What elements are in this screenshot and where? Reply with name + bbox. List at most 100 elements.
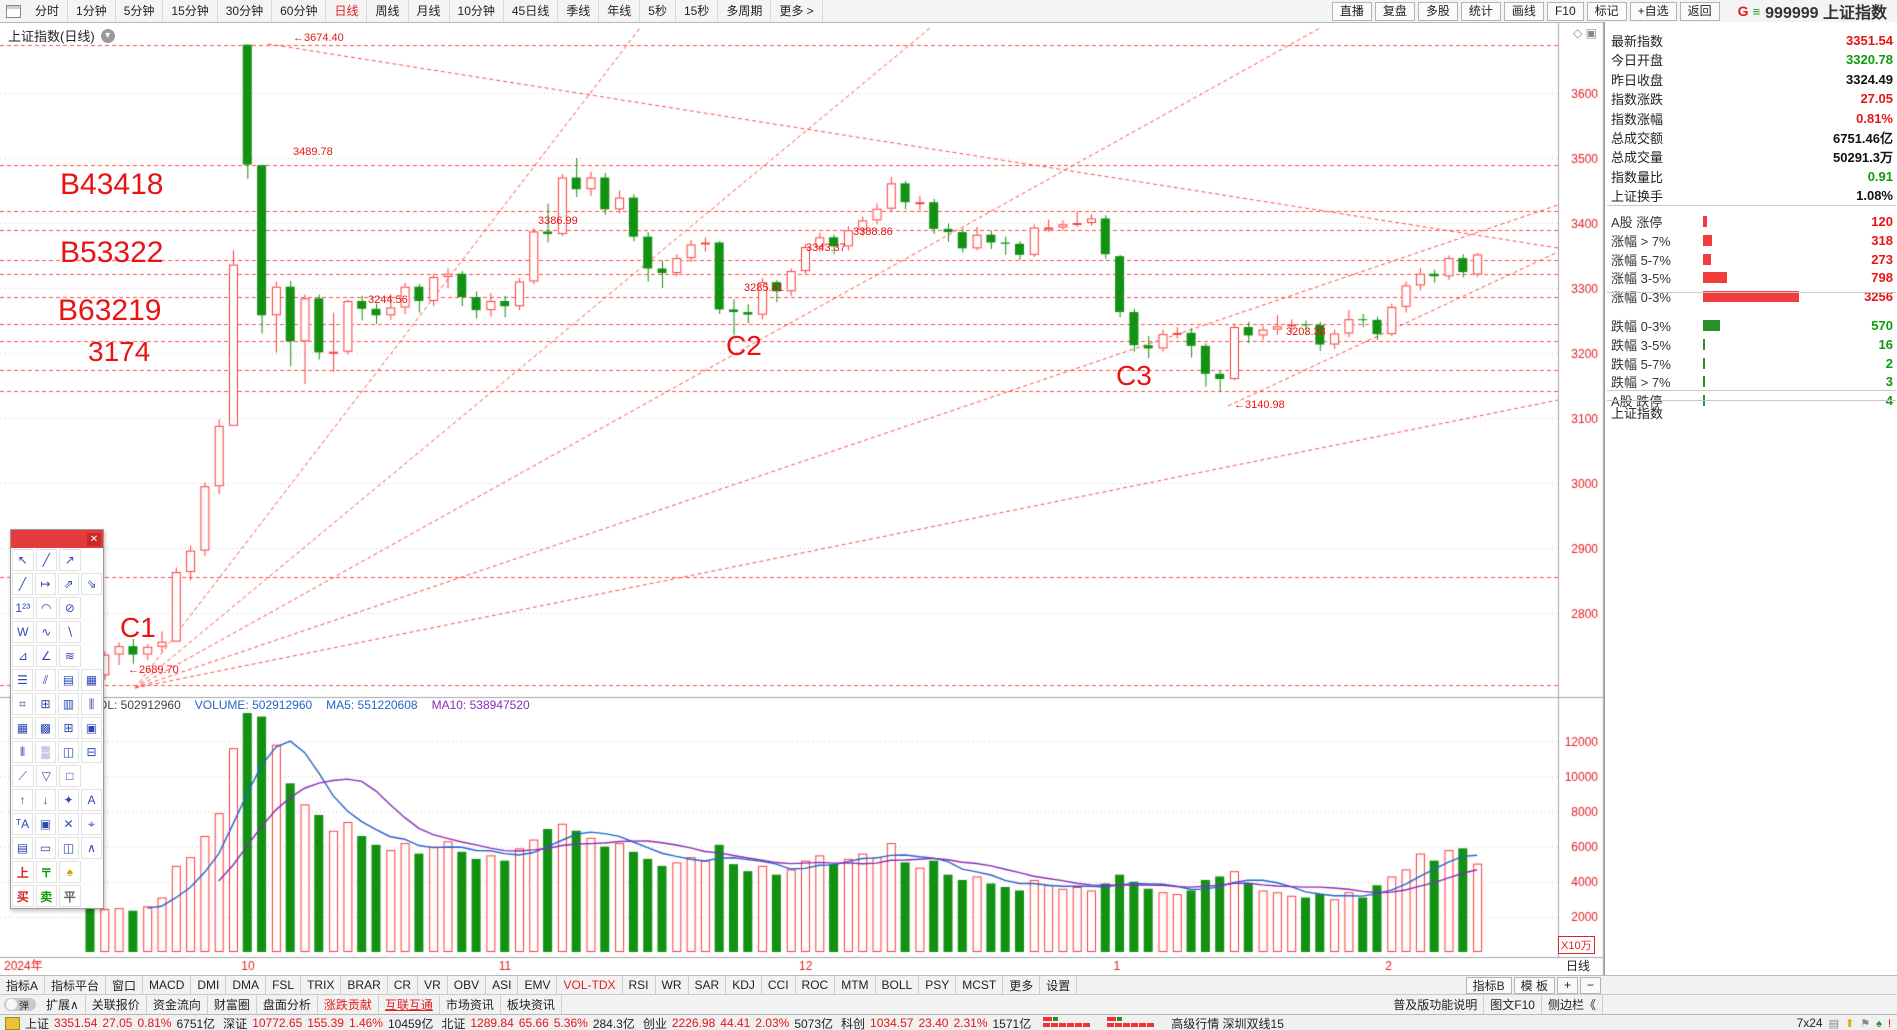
draw-tool-icon-♠[interactable]: ♠ — [59, 861, 81, 883]
draw-tool-icon-11-1[interactable]: ▣ — [35, 813, 56, 835]
indicator-tab-MCST[interactable]: MCST — [956, 976, 1004, 994]
period-tab-多周期[interactable]: 多周期 — [718, 0, 772, 22]
topbar-button-统计[interactable]: 统计 — [1460, 1, 1501, 21]
indicator-tab-BRAR[interactable]: BRAR — [341, 976, 388, 994]
draw-tool-icon-7-0[interactable]: ▦ — [12, 717, 33, 739]
status-right-icon-4[interactable]: ! — [1887, 1018, 1891, 1030]
draw-tool-icon-5-3[interactable]: ▦ — [81, 669, 102, 691]
period-tab-5分钟[interactable]: 5分钟 — [116, 0, 164, 22]
indicator-tab-CCI[interactable]: CCI — [762, 976, 796, 994]
draw-tool-icon-1-2[interactable]: ⇗ — [58, 573, 79, 595]
indicator-tab-BOLL[interactable]: BOLL — [876, 976, 920, 994]
subbar-tab-板块资讯[interactable]: 板块资讯 — [501, 995, 562, 1014]
draw-tool-icon-2-0[interactable]: 1²³ — [12, 597, 34, 619]
draw-tool-icon-5-2[interactable]: ▤ — [58, 669, 79, 691]
period-tab-年线[interactable]: 年线 — [599, 0, 641, 22]
subbar-tab-涨跌贡献[interactable]: 涨跌贡献 — [318, 995, 379, 1014]
draw-tool-icon-6-0[interactable]: ⌗ — [12, 693, 33, 715]
draw-tool-icon-10-2[interactable]: ✦ — [58, 789, 79, 811]
status-right-icon-0[interactable]: ▤ — [1828, 1018, 1839, 1030]
indicator-tab-RSI[interactable]: RSI — [623, 976, 656, 994]
draw-tool-icon-10-3[interactable]: A — [81, 789, 102, 811]
draw-tool-icon-3-0[interactable]: W — [12, 621, 34, 643]
indicator-tab-设置[interactable]: 设置 — [1040, 976, 1078, 994]
indicator-tab-VOL-TDX[interactable]: VOL-TDX — [557, 976, 623, 994]
status-index-北证[interactable]: 北证 1289.84 65.66 5.36% 284.3亿 — [441, 1016, 635, 1030]
subbar-right-图文F10[interactable]: 图文F10 — [1484, 995, 1542, 1014]
draw-tool-icon-9-1[interactable]: ▽ — [35, 765, 57, 787]
window-icon[interactable] — [6, 4, 21, 18]
subbar-tab-盘面分析[interactable]: 盘面分析 — [257, 995, 318, 1014]
topbar-button-复盘[interactable]: 复盘 — [1374, 1, 1415, 21]
status-index-深证[interactable]: 深证 10772.65 155.39 1.46% 10459亿 — [223, 1016, 434, 1030]
draw-tool-icon-2-2[interactable]: ⊘ — [59, 597, 81, 619]
indicator-tab-PSY[interactable]: PSY — [919, 976, 957, 994]
draw-tool-icon-0-1[interactable]: ╱ — [35, 549, 57, 571]
hamburger-icon[interactable]: ≡ — [1752, 3, 1761, 19]
indicator-group-指标平台[interactable]: 指标平台 — [45, 976, 107, 994]
draw-tool-icon-11-0[interactable]: ᵀA — [12, 813, 33, 835]
indicator-group-指标A[interactable]: 指标A — [0, 976, 46, 994]
subbar-tab-财富圈[interactable]: 财富圈 — [208, 995, 257, 1014]
subbar-right-侧边栏《[interactable]: 侧边栏《 — [1542, 995, 1603, 1014]
draw-tool-icon-10-0[interactable]: ↑ — [12, 789, 33, 811]
subbar-tab-资金流向[interactable]: 资金流向 — [147, 995, 208, 1014]
period-tab-60分钟[interactable]: 60分钟 — [272, 0, 327, 22]
indicator-tab-TRIX[interactable]: TRIX — [301, 976, 342, 994]
draw-tool-icon-4-0[interactable]: ⊿ — [12, 645, 34, 667]
indicator-tab-DMI[interactable]: DMI — [191, 976, 227, 994]
draw-tool-icon-9-0[interactable]: ⟋ — [12, 765, 34, 787]
draw-tool-icon-8-2[interactable]: ◫ — [58, 741, 79, 763]
draw-tool-icon-5-0[interactable]: ☰ — [12, 669, 33, 691]
period-tab-10分钟[interactable]: 10分钟 — [450, 0, 504, 22]
draw-tool-icon-0-0[interactable]: ↖ — [12, 549, 34, 571]
period-tab-季线[interactable]: 季线 — [558, 0, 600, 22]
indicator-tab-更多[interactable]: 更多 — [1003, 976, 1041, 994]
drawing-toolbar-header[interactable]: ✕ — [11, 530, 103, 548]
indicator-tab-MTM[interactable]: MTM — [835, 976, 876, 994]
draw-tool-icon-9-2[interactable]: □ — [59, 765, 81, 787]
period-tab-周线[interactable]: 周线 — [367, 0, 409, 22]
draw-tool-icon-平[interactable]: 平 — [59, 885, 81, 907]
draw-tool-icon-3-1[interactable]: ∿ — [35, 621, 57, 643]
subbar-tab-互联互通[interactable]: 互联互通 — [379, 995, 440, 1014]
close-icon[interactable]: ✕ — [87, 532, 101, 546]
draw-tool-icon-4-2[interactable]: ≋ — [59, 645, 81, 667]
draw-tool-icon-6-1[interactable]: ⊞ — [35, 693, 56, 715]
status-right-icon-3[interactable]: ♠ — [1876, 1018, 1882, 1030]
indicator-tab-WR[interactable]: WR — [656, 976, 689, 994]
draw-tool-icon-12-1[interactable]: ▭ — [35, 837, 56, 859]
draw-tool-icon-5-1[interactable]: ⫽ — [35, 669, 56, 691]
topbar-button-多股[interactable]: 多股 — [1417, 1, 1458, 21]
draw-tool-icon-买[interactable]: 买 — [12, 885, 34, 907]
indicator-tab-MACD[interactable]: MACD — [143, 976, 192, 994]
popup-toggle[interactable]: 弹 — [4, 998, 36, 1012]
period-tab-15分钟[interactable]: 15分钟 — [163, 0, 218, 22]
indicator-tab-DMA[interactable]: DMA — [226, 976, 267, 994]
indicator-tab-FSL[interactable]: FSL — [266, 976, 302, 994]
draw-tool-icon-8-3[interactable]: ⊟ — [81, 741, 102, 763]
status-right-icon-1[interactable]: ⬆ — [1845, 1018, 1855, 1030]
draw-tool-icon-11-3[interactable]: ⌖ — [81, 813, 102, 835]
topbar-button-+自选[interactable]: +自选 — [1629, 1, 1677, 21]
draw-tool-icon-12-0[interactable]: ▤ — [12, 837, 33, 859]
topbar-button-返回[interactable]: 返回 — [1679, 1, 1720, 21]
indicator-tab-CR[interactable]: CR — [388, 976, 419, 994]
draw-tool-icon-0-2[interactable]: ↗ — [59, 549, 81, 571]
period-tab-月线[interactable]: 月线 — [409, 0, 450, 22]
draw-tool-icon-7-3[interactable]: ▣ — [81, 717, 102, 739]
status-index-科创[interactable]: 科创 1034.57 23.40 2.31% 1571亿 — [841, 1016, 1032, 1030]
draw-tool-icon-1-0[interactable]: ╱ — [12, 573, 33, 595]
draw-tool-icon-6-2[interactable]: ▥ — [58, 693, 79, 715]
indicator-tab-EMV[interactable]: EMV — [518, 976, 558, 994]
chevron-down-icon[interactable]: ▾ — [100, 28, 115, 43]
draw-tool-icon-10-1[interactable]: ↓ — [35, 789, 56, 811]
chart-corner-icons[interactable]: ◇ ▣ — [1573, 26, 1597, 40]
period-tab-1分钟[interactable]: 1分钟 — [68, 0, 116, 22]
subbar-tab-扩展∧[interactable]: 扩展∧ — [40, 995, 86, 1014]
status-right-icon-2[interactable]: ⚑ — [1860, 1018, 1871, 1030]
period-tab-5秒[interactable]: 5秒 — [640, 0, 676, 22]
draw-tool-icon-1-3[interactable]: ⇘ — [81, 573, 102, 595]
indicator-tab-ROC[interactable]: ROC — [796, 976, 836, 994]
